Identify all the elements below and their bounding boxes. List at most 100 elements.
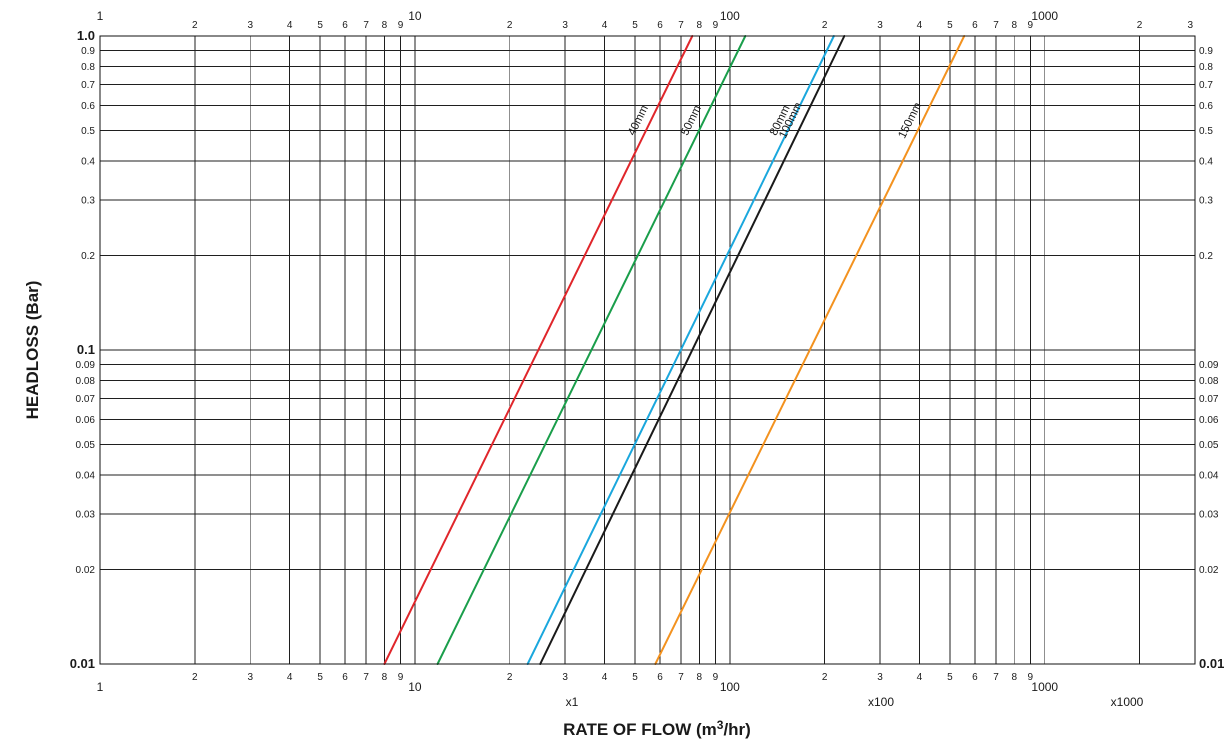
y-tick-label-right: 0.05 — [1199, 440, 1219, 451]
x-tick-label-bottom: 8 — [382, 672, 388, 683]
x-tick-label-top: 6 — [342, 20, 348, 31]
y-tick-label-right: 0.01 — [1199, 656, 1224, 671]
x-tick-label-bottom: 6 — [342, 672, 348, 683]
x-tick-label-top: 2 — [1137, 20, 1143, 31]
y-tick-label-right: 0.06 — [1199, 415, 1219, 426]
y-tick-label-left: 0.03 — [76, 510, 96, 521]
y-tick-label-left: 0.02 — [76, 565, 96, 576]
x-tick-label-bottom: 1000 — [1031, 680, 1058, 694]
x-tick-label-bottom: 7 — [993, 672, 999, 683]
x-axis-title-superscript: 3 — [717, 718, 724, 732]
x-tick-label-bottom: 9 — [398, 672, 404, 683]
y-tick-label-right: 0.2 — [1199, 251, 1213, 262]
y-tick-label-left: 0.5 — [81, 126, 95, 137]
x-tick-label-top: 1000 — [1031, 9, 1058, 23]
y-tick-label-right: 0.03 — [1199, 510, 1219, 521]
y-tick-label-right: 0.08 — [1199, 376, 1219, 387]
x-tick-label-top: 2 — [507, 20, 513, 31]
multiplier-label-x1: x1 — [566, 695, 579, 709]
x-tick-label-top: 5 — [632, 20, 638, 31]
multiplier-label-x1000: x1000 — [1111, 695, 1144, 709]
y-tick-label-right: 0.07 — [1199, 394, 1219, 405]
y-tick-label-left: 0.04 — [76, 470, 96, 481]
y-tick-label-right: 0.3 — [1199, 196, 1213, 207]
y-tick-label-right: 0.9 — [1199, 46, 1213, 57]
y-tick-label-left: 0.2 — [81, 251, 95, 262]
x-tick-label-top: 8 — [382, 20, 388, 31]
plot-frame — [99, 35, 1196, 665]
x-tick-label-top: 7 — [363, 20, 369, 31]
x-tick-label-top: 4 — [602, 20, 608, 31]
x-tick-label-bottom: 8 — [1011, 672, 1017, 683]
x-tick-label-bottom: 5 — [317, 672, 323, 683]
x-tick-label-top: 3 — [562, 20, 568, 31]
series-line-150mm — [654, 35, 966, 665]
y-tick-label-left: 0.9 — [81, 46, 95, 57]
x-tick-label-top: 4 — [287, 20, 293, 31]
x-tick-label-bottom: 7 — [678, 672, 684, 683]
x-tick-label-top: 2 — [822, 20, 828, 31]
y-tick-label-right: 0.8 — [1199, 62, 1213, 73]
x-tick-label-top: 9 — [1028, 20, 1034, 31]
y-tick-label-right: 0.6 — [1199, 101, 1213, 112]
y-tick-label-left: 0.7 — [81, 80, 95, 91]
x-tick-label-bottom: 4 — [602, 672, 608, 683]
x-tick-label-bottom: 8 — [697, 672, 703, 683]
x-tick-label-bottom: 10 — [408, 680, 422, 694]
y-tick-label-left: 0.8 — [81, 62, 95, 73]
y-tick-label-left: 0.05 — [76, 440, 96, 451]
series-label-50mm: 50mm — [679, 104, 704, 138]
y-tick-label-left: 1.0 — [77, 28, 95, 43]
x-tick-label-bottom: 5 — [947, 672, 953, 683]
x-tick-label-bottom: 2 — [192, 672, 198, 683]
x-tick-label-bottom: 3 — [562, 672, 568, 683]
x-tick-label-bottom: 3 — [247, 672, 253, 683]
y-tick-label-right: 0.02 — [1199, 565, 1219, 576]
x-axis-title-tail: /hr) — [723, 720, 750, 739]
y-tick-label-right: 0.5 — [1199, 126, 1213, 137]
x-tick-label-top: 8 — [1011, 20, 1017, 31]
y-tick-label-left: 0.01 — [70, 656, 95, 671]
x-tick-label-top: 5 — [947, 20, 953, 31]
x-tick-label-bottom: 3 — [877, 672, 883, 683]
x-tick-label-bottom: 4 — [917, 672, 923, 683]
y-tick-label-right: 0.04 — [1199, 470, 1219, 481]
x-tick-label-bottom: 9 — [1028, 672, 1034, 683]
x-tick-label-top: 7 — [678, 20, 684, 31]
x-tick-label-bottom: 1 — [97, 680, 104, 694]
series-label-150mm: 150mm — [896, 101, 924, 141]
grid — [99, 35, 1196, 665]
y-tick-label-left: 0.08 — [76, 376, 96, 387]
y-tick-label-left: 0.1 — [77, 342, 95, 357]
x-tick-label-top: 6 — [657, 20, 663, 31]
x-tick-label-top: 100 — [720, 9, 740, 23]
x-tick-label-bottom: 4 — [287, 672, 293, 683]
x-tick-label-top: 3 — [1187, 20, 1193, 31]
x-tick-label-bottom: 2 — [507, 672, 513, 683]
x-tick-label-top: 2 — [192, 20, 198, 31]
x-axis-title-main: RATE OF FLOW (m — [563, 720, 717, 739]
x-tick-label-top: 1 — [97, 9, 104, 23]
y-tick-label-left: 0.6 — [81, 101, 95, 112]
series-lines — [383, 35, 966, 665]
x-tick-label-top: 10 — [408, 9, 422, 23]
x-tick-label-bottom: 5 — [632, 672, 638, 683]
x-tick-label-top: 5 — [317, 20, 323, 31]
x-tick-label-top: 3 — [247, 20, 253, 31]
x-tick-label-top: 6 — [972, 20, 978, 31]
x-tick-label-bottom: 7 — [363, 672, 369, 683]
x-tick-label-bottom: 2 — [822, 672, 828, 683]
x-tick-label-bottom: 6 — [657, 672, 663, 683]
y-tick-label-left: 0.3 — [81, 196, 95, 207]
multiplier-label-x100: x100 — [868, 695, 894, 709]
y-axis-title: HEADLOSS (Bar) — [23, 281, 42, 420]
y-tick-label-left: 0.09 — [76, 360, 96, 371]
x-tick-label-top: 7 — [993, 20, 999, 31]
series-line-40mm — [383, 35, 694, 665]
series-label-40mm: 40mm — [626, 104, 651, 138]
x-tick-label-top: 8 — [697, 20, 703, 31]
y-tick-label-right: 0.7 — [1199, 80, 1213, 91]
